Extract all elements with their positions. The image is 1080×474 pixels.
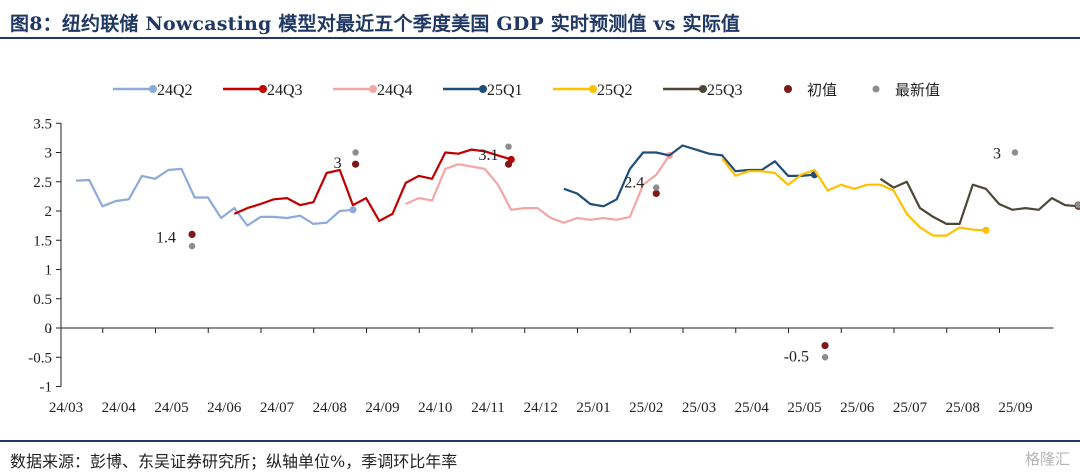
x-axis: 24/03 24/04 24/05 24/06 24/07 24/08 24/09 24/10… <box>49 327 1054 416</box>
initial-value-point <box>652 189 660 198</box>
y-tick-label: 2 <box>45 204 53 220</box>
x-tick-label: 24/10 <box>418 400 452 416</box>
figure-title: 图8：纽约联储 Nowcasting 模型对最近五个季度美国 GDP 实时预测值… <box>10 13 741 35</box>
y-tick-label: 0.5 <box>33 292 52 308</box>
x-tick-label: 24/09 <box>365 400 399 416</box>
legend-marker-initial <box>784 85 792 93</box>
series-line-25q3 <box>879 177 1079 225</box>
watermark: 格隆汇 <box>1024 450 1070 468</box>
initial-value-point <box>504 160 513 168</box>
value-annotation: 3.1 <box>479 147 499 164</box>
x-tick-label: 25/08 <box>946 400 980 416</box>
x-tick-label: 25/07 <box>893 400 928 416</box>
latest-value-point <box>1075 201 1080 209</box>
legend-label-24q3: 24Q3 <box>267 82 303 99</box>
legend-label-25q1: 25Q1 <box>487 82 523 99</box>
source-note: 数据来源：彭博、东吴证券研究所；纵轴单位%，季调环比年率 <box>10 452 458 471</box>
line-chart: 24Q2 24Q3 24Q4 25Q1 25Q2 25Q3 初值 最新值 -1 -0.5 0 0.5… <box>28 81 1080 416</box>
latest-value-point <box>653 184 660 191</box>
x-tick-label: 25/04 <box>735 400 770 416</box>
x-tick-label: 25/02 <box>629 400 663 416</box>
x-tick-label: 24/11 <box>471 400 505 416</box>
y-tick-label: 1 <box>45 263 53 279</box>
value-annotation: 2.4 <box>624 174 644 191</box>
legend-marker-25q1 <box>479 85 487 93</box>
latest-value-point <box>505 143 512 150</box>
chart-legend: 24Q2 24Q3 24Q4 25Q1 25Q2 25Q3 初值 最新值 <box>113 81 940 99</box>
x-tick-label: 24/03 <box>49 400 83 416</box>
latest-value-point <box>1011 149 1019 156</box>
legend-marker-25q2 <box>589 85 597 93</box>
latest-value-point <box>188 242 196 250</box>
legend-marker-25q3 <box>699 85 707 93</box>
legend-label-latest: 最新值 <box>895 81 940 99</box>
series-line-25q2 <box>721 157 986 237</box>
latest-value-point <box>352 149 359 156</box>
x-tick-label: 24/07 <box>260 400 295 416</box>
legend-label-24q4: 24Q4 <box>377 82 413 99</box>
x-tick-label: 24/12 <box>524 400 558 416</box>
value-annotation: 1.4 <box>156 229 176 246</box>
series-line-25q1 <box>563 144 815 208</box>
x-tick-label: 25/01 <box>576 400 610 416</box>
y-tick-label: -0.5 <box>28 350 52 366</box>
y-tick-label: 1.5 <box>33 233 52 249</box>
legend-marker-24q2 <box>149 85 157 93</box>
initial-value-point <box>821 341 829 350</box>
y-axis: -1 -0.5 0 0.5 1 1.5 2 2.5 3 3.5 <box>28 116 62 396</box>
footer-divider <box>0 440 1080 442</box>
x-tick-label: 24/05 <box>154 400 188 416</box>
y-tick-label: 3.5 <box>33 116 52 132</box>
initial-value-point <box>188 230 196 238</box>
x-tick-label: 25/03 <box>682 400 716 416</box>
series-line-24q4 <box>405 154 671 224</box>
x-tick-label: 25/06 <box>840 400 875 416</box>
value-annotation: -0.5 <box>784 349 809 366</box>
x-tick-label: 24/08 <box>313 400 347 416</box>
series-end-point-24q2 <box>349 206 357 214</box>
legend-label-25q2: 25Q2 <box>597 82 633 99</box>
series-line-24q3 <box>233 148 512 222</box>
value-points-layer <box>188 143 1080 361</box>
x-tick-label: 25/09 <box>998 400 1032 416</box>
series-line-24q2 <box>75 167 354 227</box>
legend-label-initial: 初值 <box>807 81 837 99</box>
series-layer <box>75 144 1080 237</box>
y-tick-label: 0 <box>45 321 53 337</box>
title-divider <box>0 37 1080 39</box>
value-annotation: 3 <box>334 155 342 172</box>
legend-label-25q3: 25Q3 <box>707 82 743 99</box>
latest-value-point <box>821 354 829 361</box>
value-annotation: 3 <box>993 146 1001 163</box>
y-tick-label: 2.5 <box>33 175 52 191</box>
x-tick-label: 24/04 <box>102 400 137 416</box>
x-tick-label: 24/06 <box>207 400 242 416</box>
x-tick-label: 25/05 <box>787 400 821 416</box>
annotation-layer: 1.4 3 3.1 2.4 -0.5 3 <box>156 146 1001 366</box>
y-tick-label: -1 <box>40 380 53 396</box>
legend-marker-latest <box>872 85 880 93</box>
legend-marker-24q3 <box>259 85 267 93</box>
legend-label-24q2: 24Q2 <box>157 82 193 99</box>
series-end-point-25q2 <box>982 226 990 234</box>
legend-marker-24q4 <box>369 85 377 93</box>
initial-value-point <box>351 160 360 168</box>
y-tick-label: 3 <box>45 146 53 162</box>
